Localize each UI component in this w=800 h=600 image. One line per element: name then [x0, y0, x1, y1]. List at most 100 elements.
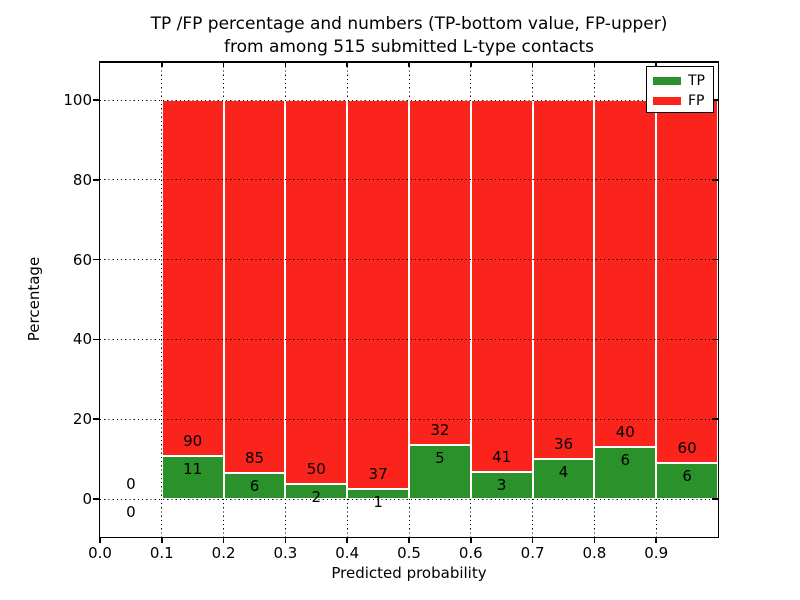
chart-title-line1: TP /FP percentage and numbers (TP-bottom…	[150, 14, 668, 34]
tp-count-label: 2	[311, 487, 322, 506]
x-tick-label: 0.6	[458, 544, 483, 562]
chart-title-line2: from among 515 submitted L-type contacts	[223, 37, 594, 57]
bar-segment-fp	[285, 100, 348, 484]
y-axis-tick	[93, 498, 99, 500]
bar-segment-tp	[409, 445, 471, 499]
tp-count-label: 11	[183, 459, 203, 478]
x-axis-tick-top	[284, 62, 287, 67]
x-axis-tick	[655, 538, 657, 543]
y-axis-tick-right	[712, 498, 718, 500]
bar-segment-fp	[656, 100, 718, 463]
y-tick-label: 0	[82, 490, 92, 508]
tp-count-label: 6	[249, 476, 260, 495]
plot-area: 0 0 90 11 85 6 50 2 37 1 32 5 41 3 36 4 40 6 60 6	[100, 62, 718, 537]
x-tick-label: 0.2	[211, 544, 236, 562]
legend: TP FP	[646, 66, 714, 113]
x-axis-label: Predicted probability	[331, 564, 487, 582]
tp-count-label: 6	[682, 466, 692, 485]
x-axis-tick	[99, 538, 101, 543]
y-tick-label: 80	[72, 170, 92, 189]
gridline-horizontal	[100, 338, 718, 340]
x-tick-label: 0.7	[520, 544, 545, 562]
x-tick-label: 0.1	[149, 544, 174, 562]
y-axis-tick-right	[712, 179, 718, 181]
y-tick-label: 20	[72, 410, 92, 429]
fp-count-label: 50	[306, 459, 326, 478]
gridline-horizontal	[100, 498, 718, 500]
fp-count-label: 37	[368, 464, 388, 483]
chart-title: TP /FP percentage and numbers (TP-bottom…	[100, 13, 718, 59]
bar-segment-tp	[161, 455, 224, 499]
y-axis-tick-right	[712, 418, 718, 420]
fp-count-label: 60	[677, 438, 697, 457]
fp-count-label: 32	[430, 421, 450, 440]
axis-spine-right	[717, 61, 719, 538]
y-tick-label: 40	[72, 330, 92, 349]
x-tick-label: 0.3	[273, 544, 298, 562]
x-tick-label: 0.4	[335, 544, 360, 562]
bar-segment-fp	[409, 100, 471, 446]
bar-segment-fp	[470, 100, 533, 472]
x-tick-label: 0.0	[88, 544, 112, 562]
bar-segment-tp	[470, 471, 533, 499]
axis-spine-top	[98, 61, 719, 63]
legend-item: FP	[653, 91, 708, 111]
x-tick-label: 0.9	[644, 544, 669, 562]
y-axis-tick-right	[712, 338, 718, 341]
x-axis-tick	[222, 538, 225, 543]
tp-count-label: 1	[373, 492, 383, 511]
x-axis-tick-top	[470, 62, 472, 67]
bar-segment-tp	[223, 472, 286, 499]
y-tick-label: 60	[72, 250, 92, 269]
legend-label: TP	[688, 73, 705, 89]
y-axis-label: Percentage	[25, 256, 43, 342]
x-axis-tick	[593, 538, 596, 543]
gridline-horizontal	[100, 179, 718, 181]
x-axis-tick	[346, 538, 348, 543]
tp-count-label: 0	[126, 503, 136, 521]
y-axis-tick-right	[712, 258, 718, 261]
x-axis-tick	[531, 538, 534, 543]
bar-segment-tp	[656, 462, 718, 499]
bar-segment-fp	[532, 100, 595, 460]
bar-segment-fp	[347, 100, 409, 489]
bar-segment-tp	[532, 459, 595, 499]
x-tick-label: 0.8	[582, 544, 607, 562]
axis-spine-left	[98, 61, 100, 538]
tp-count-label: 5	[435, 449, 445, 468]
legend-item: TP	[653, 71, 708, 91]
gridline-horizontal	[100, 259, 718, 261]
y-axis-tick	[93, 258, 99, 261]
bar-segment-fp	[161, 100, 224, 456]
bar-segment-tp	[347, 488, 409, 499]
tp-count-label: 3	[496, 475, 507, 494]
y-tick-label: 100	[63, 91, 92, 109]
fp-count-label: 41	[492, 447, 512, 466]
bar-segment-tp	[285, 483, 348, 499]
fp-count-label: 40	[615, 422, 635, 441]
bar-segment-tp	[594, 446, 657, 499]
bar-segment-fp	[594, 100, 657, 447]
x-axis-tick-top	[222, 62, 225, 67]
fp-count-label: 90	[183, 431, 203, 450]
x-axis-tick	[284, 538, 287, 543]
tp-legend-swatch	[653, 77, 681, 85]
x-tick-label: 0.5	[397, 544, 421, 562]
fp-count-label: 0	[126, 475, 136, 493]
y-axis-tick	[93, 418, 99, 420]
y-axis-tick-right	[712, 99, 718, 101]
x-axis-tick-top	[655, 62, 657, 67]
x-axis-tick-top	[531, 62, 534, 67]
axis-spine-bottom	[98, 536, 719, 538]
x-axis-tick-top	[408, 62, 410, 67]
bar-segment-fp	[223, 100, 286, 473]
y-axis-tick	[93, 99, 99, 101]
gridline-horizontal	[100, 99, 718, 101]
x-axis-tick-top	[161, 62, 163, 67]
y-axis-tick	[93, 179, 99, 181]
y-axis-tick	[93, 338, 99, 341]
gridline-horizontal	[100, 418, 718, 420]
fp-legend-swatch	[653, 97, 681, 105]
fp-count-label: 36	[553, 435, 574, 454]
